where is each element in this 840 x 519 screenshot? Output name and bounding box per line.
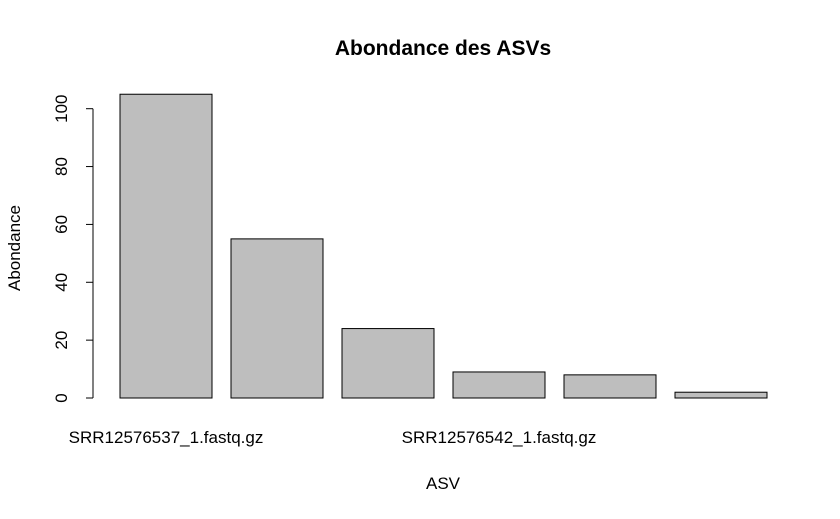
y-tick-label-60: 60 — [52, 215, 71, 234]
y-tick-label-0: 0 — [52, 393, 71, 402]
x-axis-label: ASV — [426, 474, 461, 493]
y-tick-label-40: 40 — [52, 273, 71, 292]
bar-6 — [674, 391, 768, 399]
x-tick-label-4: SRR12576542_1.fastq.gz — [402, 428, 597, 447]
y-tick-label-80: 80 — [52, 157, 71, 176]
x-tick-label-1: SRR12576537_1.fastq.gz — [69, 428, 264, 447]
x-tick-labels-group: SRR12576537_1.fastq.gz SRR12576542_1.fast… — [69, 428, 597, 447]
bar-4 — [452, 371, 546, 399]
bar-1 — [119, 93, 213, 399]
bar-3 — [341, 328, 435, 399]
y-tick-label-100: 100 — [52, 95, 71, 123]
y-axis: 0 20 40 60 80 100 — [52, 95, 94, 403]
bars-group — [119, 93, 768, 399]
chart-title: Abondance des ASVs — [335, 37, 551, 60]
y-tick-label-20: 20 — [52, 331, 71, 350]
bar-5 — [563, 374, 657, 399]
y-axis-label: Abondance — [5, 205, 24, 291]
bar-2 — [230, 238, 324, 399]
